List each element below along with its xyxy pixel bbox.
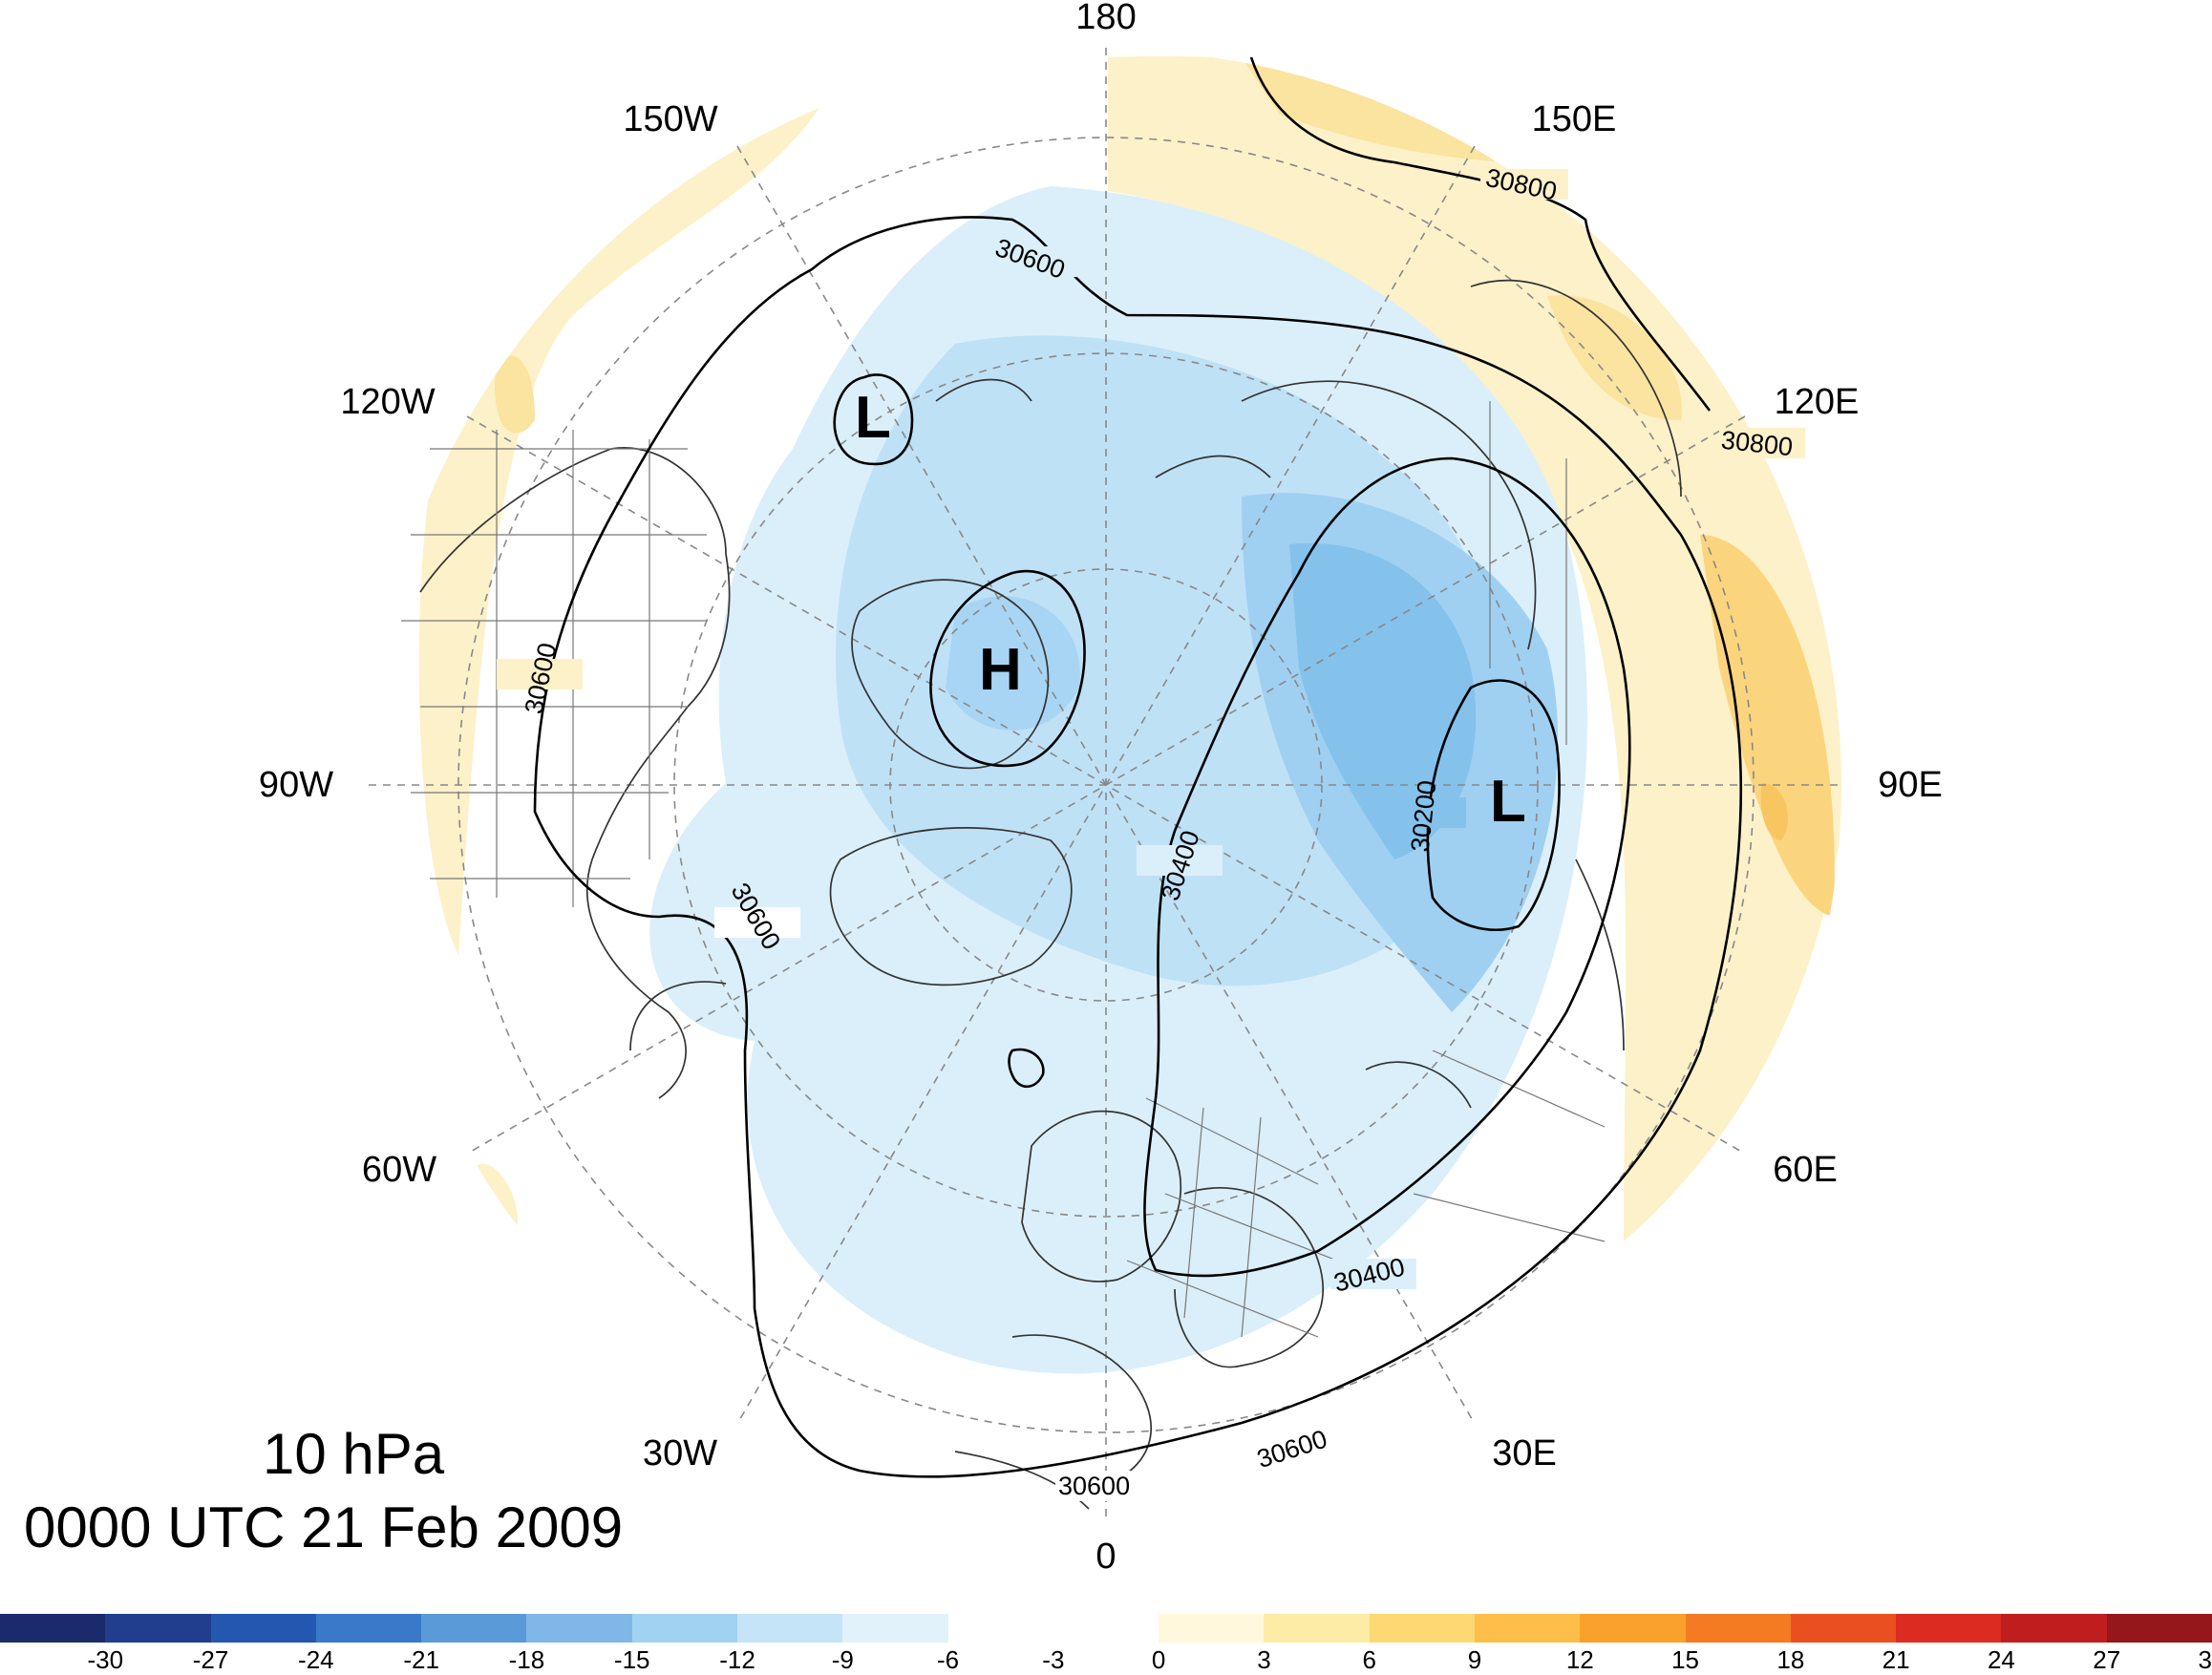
longitude-label-0: 0 (1095, 1537, 1117, 1577)
coastlines (419, 279, 1682, 1510)
contour-label: 30600 (1058, 1472, 1130, 1500)
colorbar-segment (210, 1614, 316, 1643)
colorbar-segment (526, 1614, 632, 1643)
longitude-label-150w: 150W (623, 99, 718, 139)
colorbar-tick-label: -18 (508, 1645, 545, 1674)
graticule (369, 48, 1843, 1522)
colorbar-tick-label: -9 (831, 1645, 854, 1674)
colorbar-segment (1790, 1614, 1897, 1643)
colorbar-segment (1369, 1614, 1475, 1643)
colorbar-tick-label: 9 (1467, 1645, 1482, 1674)
contour-label: 30600 (1253, 1425, 1330, 1474)
longitude-label-30e: 30E (1492, 1433, 1557, 1474)
longitude-label-30w: 30W (642, 1433, 718, 1474)
negative-anomaly-shading (649, 186, 1588, 1374)
longitude-label-180: 180 (1075, 0, 1137, 37)
colorbar-tick-label: -12 (719, 1645, 755, 1674)
colorbar-segment (1053, 1614, 1159, 1643)
colorbar-segment (1685, 1614, 1791, 1643)
colorbar-segment (0, 1614, 106, 1643)
colorbar-segment (1159, 1614, 1265, 1643)
high-center-canadian-arctic: H (979, 637, 1022, 703)
colorbar-segment (1474, 1614, 1581, 1643)
colorbar-tick-label: 27 (2093, 1645, 2121, 1674)
low-center-north-pacific: L (855, 385, 891, 451)
colorbar (0, 1614, 2212, 1643)
colorbar-segment (1580, 1614, 1686, 1643)
colorbar-segment (631, 1614, 737, 1643)
valid-time-title: 0000 UTC 21 Feb 2009 (24, 1495, 624, 1559)
colorbar-tick-label: 3 (1257, 1645, 1271, 1674)
colorbar-segment (1896, 1614, 2002, 1643)
colorbar-tick-label: 18 (1776, 1645, 1805, 1674)
colorbar-segment (2001, 1614, 2107, 1643)
longitude-label-120w: 120W (340, 382, 436, 422)
colorbar-tick-label: -6 (937, 1645, 960, 1674)
colorbar-tick-label: -21 (403, 1645, 439, 1674)
longitude-label-120e: 120E (1774, 382, 1860, 422)
longitude-label-60w: 60W (361, 1150, 437, 1190)
colorbar-tick-label: -24 (298, 1645, 334, 1674)
pressure-level-title: 10 hPa (263, 1422, 445, 1486)
pressure-centers: L H L (855, 385, 1526, 835)
colorbar-tick-label: -27 (192, 1645, 229, 1674)
low-center-siberia: L (1490, 769, 1526, 835)
longitude-label-60e: 60E (1773, 1150, 1838, 1190)
longitude-label-150e: 150E (1531, 99, 1617, 139)
colorbar-tick-label: 0 (1151, 1645, 1166, 1674)
colorbar-segment (1264, 1614, 1370, 1643)
colorbar-tick-label: -30 (87, 1645, 124, 1674)
colorbar-segment (947, 1614, 1053, 1643)
colorbar-segment (736, 1614, 843, 1643)
colorbar-segment (842, 1614, 948, 1643)
colorbar-tick-label: 12 (1565, 1645, 1594, 1674)
colorbar-tick-label: 6 (1362, 1645, 1376, 1674)
longitude-label-90e: 90E (1878, 765, 1943, 805)
colorbar-tick-label: 30 (2198, 1645, 2212, 1674)
colorbar-tick-label: -3 (1042, 1645, 1065, 1674)
contour-labels: 30800 30800 30600 30600 30600 30600 3060… (497, 163, 1805, 1501)
country-boundaries (401, 401, 1606, 1338)
colorbar-tick-label: 15 (1671, 1645, 1700, 1674)
colorbar-tick-label: 21 (1882, 1645, 1910, 1674)
colorbar-segment (105, 1614, 211, 1643)
colorbar-tick-label: -15 (613, 1645, 650, 1674)
colorbar-segment (421, 1614, 527, 1643)
colorbar-segment (315, 1614, 422, 1643)
colorbar-tick-label: 24 (1987, 1645, 2015, 1674)
longitude-label-90w: 90W (258, 765, 334, 805)
colorbar-segment (2106, 1614, 2212, 1643)
